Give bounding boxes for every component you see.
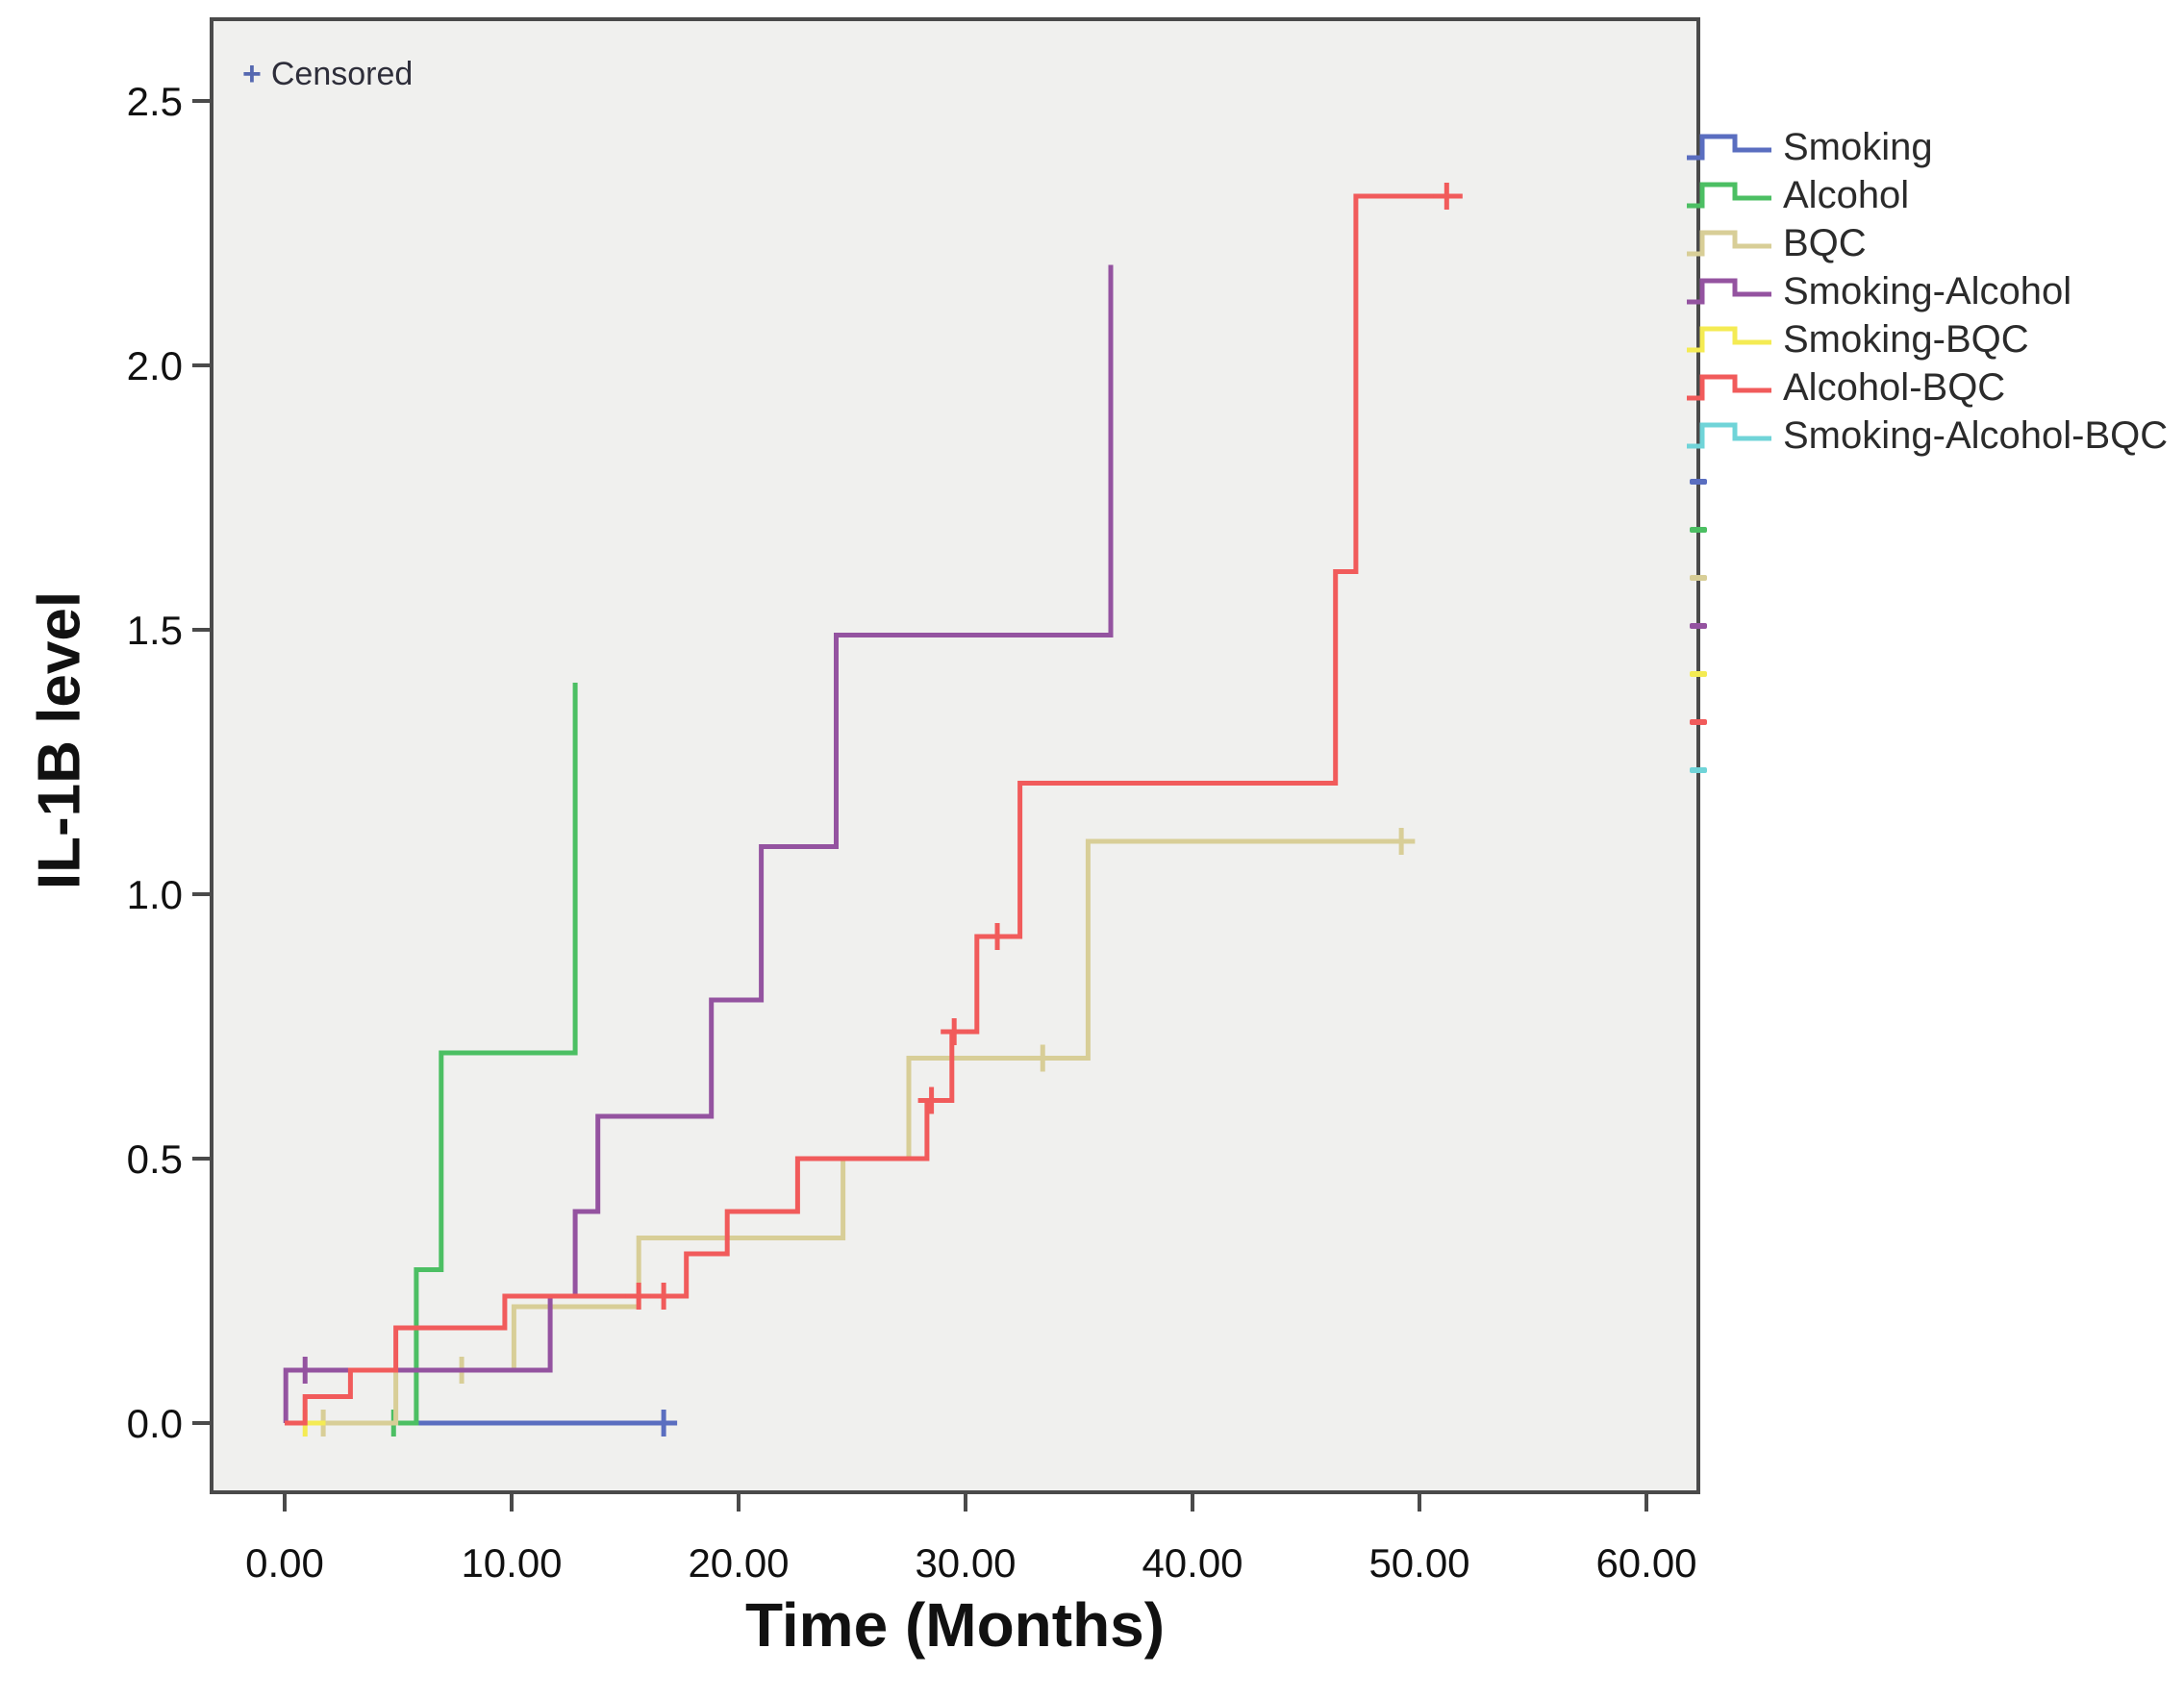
legend-item-bqc: BQC — [1685, 219, 2168, 267]
x-tick-label: 30.00 — [915, 1540, 1016, 1586]
legend-label: Smoking — [1783, 125, 1933, 168]
censored-note-label: Censored — [270, 56, 414, 92]
y-tick-label: 2.0 — [127, 343, 183, 388]
legend-label: Smoking-BQC — [1783, 317, 2029, 361]
legend-item-smoking: Smoking — [1685, 123, 2168, 171]
legend-step-line-path — [1687, 326, 1771, 353]
legend-item-smoking-alcohol: Smoking-Alcohol — [1685, 267, 2168, 315]
legend-item-smoking-bqc: Smoking-BQC — [1685, 315, 2168, 363]
legend-step-line-path — [1687, 422, 1771, 449]
clipped-censor-legend-mark — [1690, 719, 1707, 725]
legend-step-line-icon — [1687, 230, 1771, 257]
clipped-censor-legend-mark — [1690, 767, 1707, 773]
x-tick-label: 0.00 — [245, 1540, 324, 1586]
censor-marker-alcohol-bqc — [625, 1283, 653, 1310]
legend-item-alcohol: Alcohol — [1685, 171, 2168, 219]
legend-label: Alcohol-BQC — [1783, 365, 2006, 409]
y-tick-label: 0.0 — [127, 1401, 183, 1446]
x-tick-label: 50.00 — [1368, 1540, 1469, 1586]
legend-item-smoking-alcohol-bqc: Smoking-Alcohol-BQC — [1685, 412, 2168, 460]
legend-item-alcohol-bqc: Alcohol-BQC — [1685, 363, 2168, 412]
legend-step-line-icon — [1687, 182, 1771, 209]
censor-marker-alcohol-bqc — [984, 923, 1012, 950]
legend-step-line-icon — [1687, 374, 1771, 401]
x-tick-label: 10.00 — [461, 1540, 562, 1586]
censor-marker-alcohol-bqc — [650, 1283, 678, 1310]
censor-marker-alcohol-bqc — [1433, 183, 1461, 210]
plot-area — [210, 17, 1700, 1494]
censor-marker-smoking-alcohol — [291, 1357, 319, 1384]
legend-step-line-path — [1687, 134, 1771, 161]
y-tick-label: 0.5 — [127, 1137, 183, 1182]
legend-step-line-path — [1687, 374, 1771, 401]
y-tick-label: 2.5 — [127, 79, 183, 124]
censor-marker-smoking — [650, 1410, 678, 1437]
x-tick-label: 60.00 — [1595, 1540, 1696, 1586]
x-tick-label: 20.00 — [688, 1540, 789, 1586]
censor-marker-bqc — [1029, 1044, 1057, 1072]
y-tick-label: 1.0 — [127, 872, 183, 917]
clipped-censor-legend-mark — [1690, 671, 1707, 677]
legend-step-line-path — [1687, 278, 1771, 305]
y-axis-title: IL-1B level — [26, 590, 93, 890]
censor-marker-alcohol-bqc — [917, 1087, 945, 1114]
clipped-censor-legend-mark — [1690, 575, 1707, 581]
clipped-censor-legend-mark — [1690, 527, 1707, 533]
legend-label: Smoking-Alcohol — [1783, 269, 2072, 312]
y-tick-label: 1.5 — [127, 608, 183, 653]
censored-note: + Censored — [242, 56, 413, 93]
legend-label: Smoking-Alcohol-BQC — [1783, 413, 2169, 457]
censor-plus-icon: + — [242, 56, 262, 92]
legend-label: BQC — [1783, 221, 1867, 264]
x-tick-label: 40.00 — [1142, 1540, 1243, 1586]
legend-step-line-icon — [1687, 134, 1771, 161]
legend-label: Alcohol — [1783, 173, 1910, 216]
clipped-censor-legend-mark — [1690, 479, 1707, 485]
censor-marker-bqc — [1388, 828, 1416, 855]
legend-step-line-icon — [1687, 422, 1771, 449]
legend-step-line-icon — [1687, 326, 1771, 353]
legend: Smoking Alcohol BQC Smoking-Alcohol Smoking-… — [1685, 123, 2168, 460]
series-line-alcohol — [285, 683, 578, 1426]
legend-step-line-path — [1687, 230, 1771, 257]
clipped-censor-legend-mark — [1690, 623, 1707, 629]
legend-step-line-path — [1687, 182, 1771, 209]
x-axis-title: Time (Months) — [744, 1590, 1166, 1660]
censor-marker-alcohol-bqc — [941, 1018, 968, 1045]
legend-step-line-icon — [1687, 278, 1771, 305]
series-line-alcohol-bqc — [285, 193, 1463, 1426]
series-line-smoking-alcohol — [283, 264, 1114, 1423]
